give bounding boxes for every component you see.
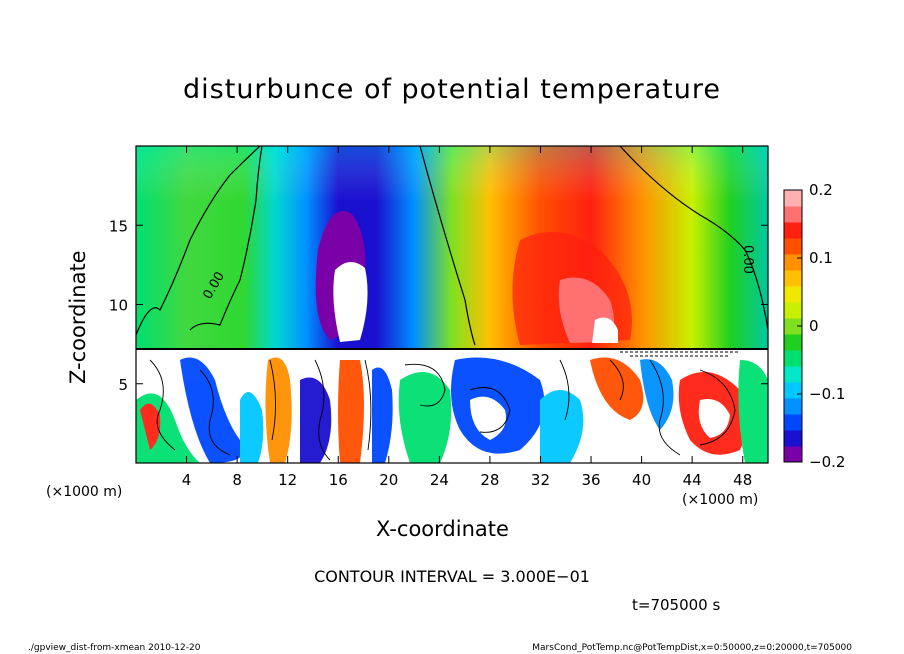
x-tick-label: 32 bbox=[531, 471, 550, 489]
heatmap-field bbox=[136, 146, 768, 463]
colorbar-swatch bbox=[784, 302, 802, 319]
colorbar-tick-label: −0.1 bbox=[809, 385, 845, 403]
colorbar-swatch bbox=[784, 318, 802, 335]
colorbar-swatch bbox=[784, 206, 802, 223]
y-tick-label: 5 bbox=[118, 376, 128, 394]
contour-interval-text: CONTOUR INTERVAL = 3.000E−01 bbox=[314, 567, 590, 586]
chart-title: disturbunce of potential temperature bbox=[183, 74, 721, 105]
colorbar-tick-label: 0 bbox=[809, 317, 819, 335]
x-axis-label: X-coordinate bbox=[376, 517, 509, 541]
colorbar-swatch bbox=[784, 446, 802, 463]
y-tick-label: 15 bbox=[109, 217, 128, 235]
colorbar-swatch bbox=[784, 334, 802, 351]
x-tick-label: 36 bbox=[581, 471, 600, 489]
x-tick-label: 28 bbox=[480, 471, 499, 489]
contour-label-right: 0.00 bbox=[740, 245, 755, 274]
x-ticks: 4 8 12 16 20 24 28 32 36 40 44 48 bbox=[182, 146, 752, 489]
x-tick-label: 44 bbox=[683, 471, 702, 489]
footer-right: MarsCond_PotTemp.nc@PotTempDist,x=0:5000… bbox=[532, 643, 852, 653]
colorbar-swatch bbox=[784, 414, 802, 431]
colorbar-swatch bbox=[784, 238, 802, 255]
colorbar-swatch bbox=[784, 366, 802, 383]
colorbar bbox=[783, 189, 803, 463]
y-tick-label: 10 bbox=[109, 297, 128, 315]
x-tick-label: 12 bbox=[278, 471, 297, 489]
colorbar-swatch bbox=[784, 382, 802, 399]
footer-left: ./gpview_dist-from-xmean 2010-12-20 bbox=[28, 643, 201, 653]
colorbar-swatch bbox=[784, 430, 802, 447]
y-ticks: 5 10 15 bbox=[109, 217, 768, 394]
y-axis-label: Z-coordinate bbox=[66, 250, 90, 384]
x-tick-label: 48 bbox=[733, 471, 752, 489]
colorbar-swatch bbox=[784, 286, 802, 303]
colorbar-swatch bbox=[784, 398, 802, 415]
x-tick-label: 40 bbox=[632, 471, 651, 489]
y-unit-label: (×1000 m) bbox=[46, 484, 123, 500]
x-tick-label: 20 bbox=[379, 471, 398, 489]
colorbar-swatch bbox=[784, 270, 802, 287]
colorbar-ticks: 0.2 0.1 0 −0.1 −0.2 bbox=[797, 181, 845, 471]
x-tick-label: 24 bbox=[430, 471, 449, 489]
time-text: t=705000 s bbox=[632, 596, 721, 614]
colorbar-swatch bbox=[784, 254, 802, 271]
colorbar-tick-label: 0.1 bbox=[809, 249, 833, 267]
x-tick-label: 8 bbox=[232, 471, 242, 489]
x-tick-label: 4 bbox=[182, 471, 192, 489]
colorbar-swatch bbox=[784, 222, 802, 239]
colorbar-tick-label: −0.2 bbox=[809, 453, 845, 471]
colorbar-swatch bbox=[784, 350, 802, 367]
x-unit-label: (×1000 m) bbox=[682, 492, 759, 508]
colorbar-swatch bbox=[784, 190, 802, 207]
colorbar-tick-label: 0.2 bbox=[809, 181, 833, 199]
x-tick-label: 16 bbox=[329, 471, 348, 489]
